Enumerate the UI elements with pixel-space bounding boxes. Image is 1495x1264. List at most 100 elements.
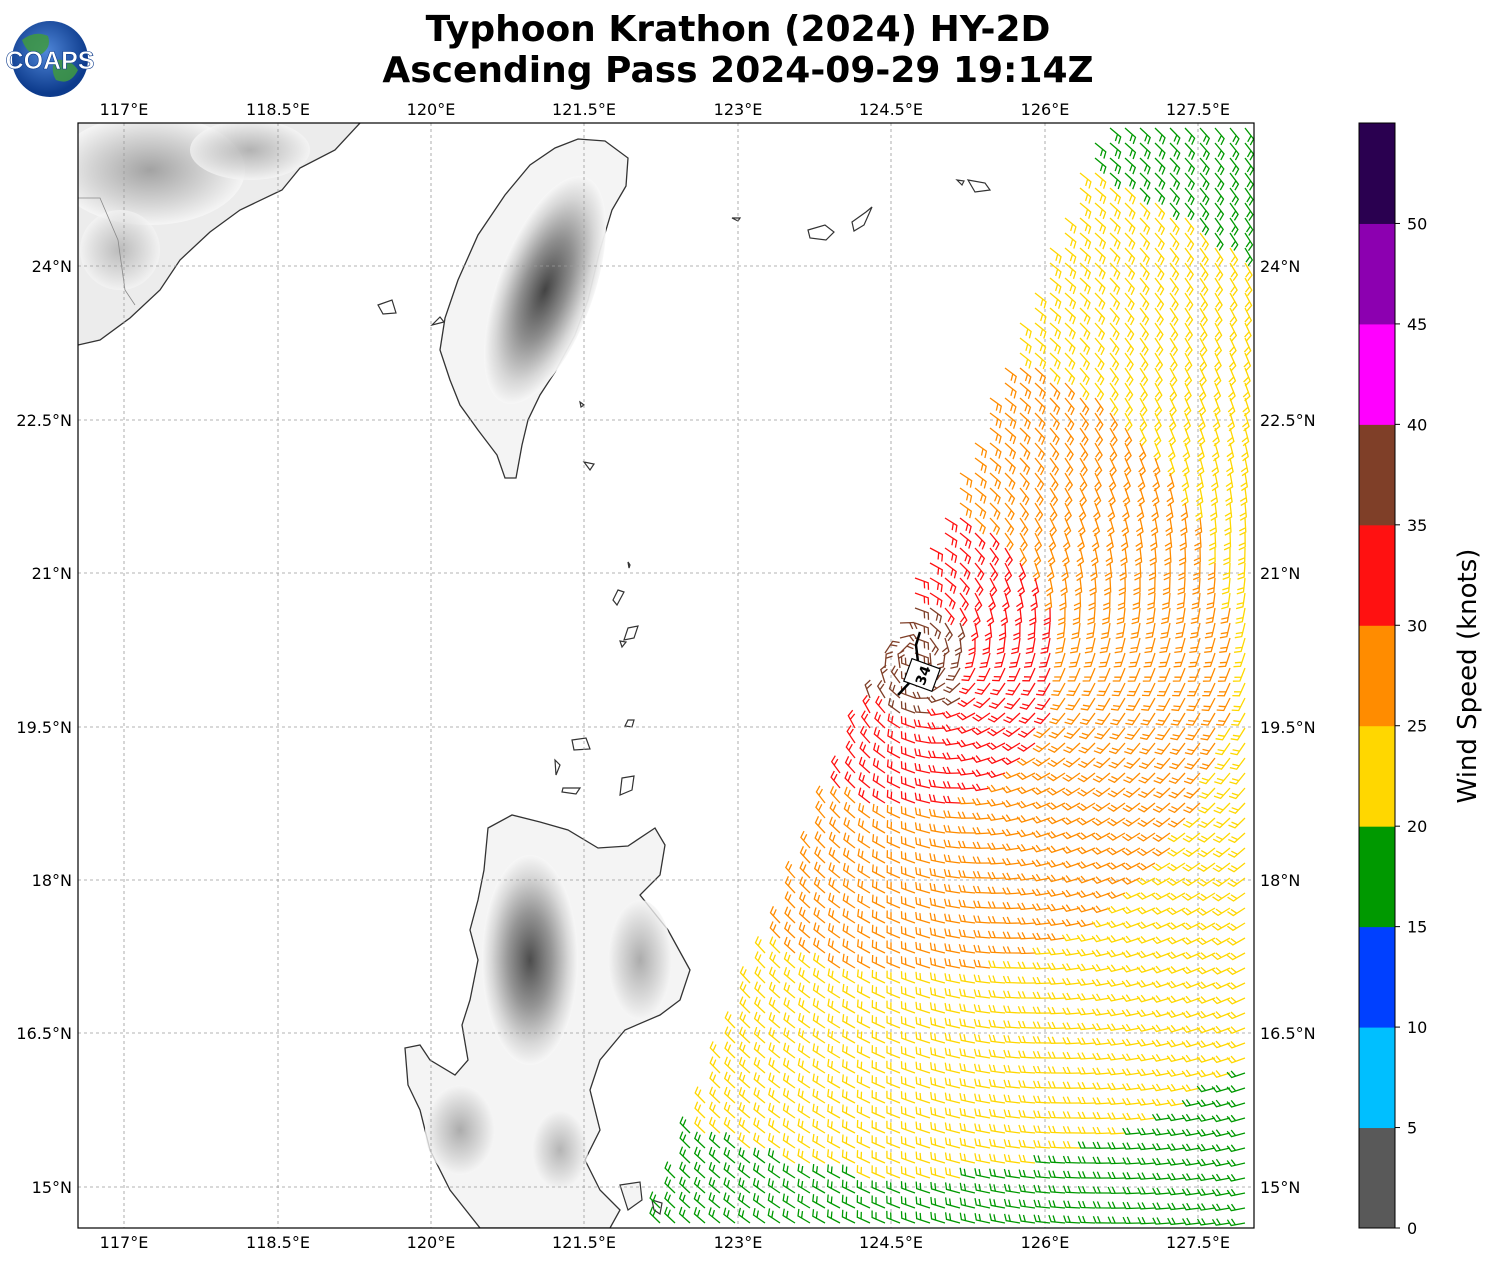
wind-barb [754, 951, 766, 969]
wind-barb [753, 1026, 766, 1044]
wind-barb [1154, 352, 1164, 371]
wind-barb [1079, 232, 1092, 250]
wind-barb [1226, 967, 1246, 976]
wind-barb [1122, 802, 1141, 813]
wind-barb [856, 1150, 871, 1164]
wind-barb [974, 1138, 991, 1149]
wind-barb [768, 1012, 781, 1029]
wind-barb [815, 785, 826, 804]
wind-barb [886, 1165, 901, 1179]
wind-barb [944, 1002, 961, 1014]
wind-barb [1169, 742, 1186, 755]
wind-barb [1058, 607, 1066, 626]
wind-barb [1121, 935, 1141, 944]
luzon-island [404, 814, 691, 1228]
wind-barb [1034, 382, 1046, 400]
wind-barb [958, 988, 976, 999]
wind-barb [871, 1165, 886, 1179]
wind-barb [1092, 1097, 1111, 1105]
wind-barb [1211, 1099, 1231, 1108]
wind-barb [812, 1194, 826, 1209]
wind-barb [899, 642, 917, 654]
wind-barb [957, 811, 976, 819]
wind-barb [1018, 1184, 1036, 1194]
wind-barb [971, 755, 991, 763]
wind-barb [959, 1197, 976, 1209]
wind-barb [813, 907, 826, 924]
wind-barb [1157, 667, 1171, 682]
wind-barb [1137, 847, 1156, 857]
wind-barb [1079, 277, 1091, 295]
wind-barb [1077, 1096, 1096, 1105]
colorbar-segment [1359, 1027, 1395, 1129]
wind-barb [1135, 517, 1144, 537]
wind-barb [1214, 187, 1225, 206]
wind-barb [944, 517, 958, 533]
wind-barb [857, 954, 871, 969]
wind-barb [723, 1192, 736, 1209]
lon-tick-top: 127.5°E [1166, 100, 1230, 119]
wind-barb [1226, 1099, 1246, 1108]
wind-barb [886, 850, 901, 864]
wind-barb [1091, 1008, 1111, 1016]
wind-barb [1124, 382, 1134, 401]
wind-barb [1031, 873, 1051, 882]
wind-barb [1001, 799, 1021, 808]
wind-barb [900, 911, 916, 924]
wind-barb [739, 1026, 751, 1044]
wind-barb [1128, 652, 1141, 668]
wind-barb [1124, 292, 1135, 311]
wind-barb [1122, 832, 1141, 842]
wind-barb [888, 681, 901, 699]
wind-barb [1092, 787, 1111, 798]
wind-barb [944, 1182, 961, 1194]
wind-barb [961, 667, 976, 682]
wind-barb [1199, 742, 1216, 756]
wind-barb [1124, 367, 1134, 386]
wind-barb [1049, 292, 1062, 309]
wind-barb [1240, 472, 1249, 492]
wind-barb [914, 777, 931, 789]
wind-barb [1109, 442, 1118, 462]
wind-barb [1124, 337, 1135, 356]
wind-barb [1214, 337, 1223, 357]
wind-barb [739, 1011, 751, 1029]
wind-barb [1079, 457, 1088, 477]
figure-title-line2: Ascending Pass 2024-09-29 19:14Z [382, 50, 1093, 91]
wind-barb [1136, 1068, 1156, 1077]
wind-barb [994, 652, 1006, 669]
wind-barb [871, 1015, 886, 1029]
wind-barb [1237, 547, 1246, 566]
wind-barb [1017, 1020, 1036, 1029]
wind-barb [942, 781, 961, 789]
wind-barb [1106, 935, 1126, 943]
wind-barb [1139, 727, 1156, 741]
wind-barb [1214, 277, 1224, 296]
wind-barb [798, 967, 811, 984]
wind-barb [886, 865, 901, 879]
wind-barb [1227, 847, 1246, 858]
wind-barb [1229, 277, 1238, 297]
wind-barb [1244, 262, 1253, 282]
wind-barb [989, 547, 1000, 566]
wind-barb [1199, 337, 1208, 357]
wind-barb [1183, 802, 1201, 814]
wind-barb [1001, 785, 1021, 794]
wind-barb [956, 726, 976, 734]
wind-barb [1177, 577, 1186, 595]
wind-barb [1211, 1218, 1231, 1226]
wind-barb [886, 1015, 901, 1029]
lat-tick-right: 18°N [1260, 871, 1300, 890]
wind-barb [1064, 322, 1076, 340]
wind-barb [797, 1073, 811, 1089]
wind-barb [1109, 157, 1122, 175]
wind-barb [1132, 592, 1141, 610]
wind-barb [1062, 1126, 1081, 1134]
wind-barb [1106, 993, 1126, 1002]
wind-barb [1003, 1139, 1021, 1149]
wind-barb [738, 1117, 751, 1134]
wind-barb [829, 816, 841, 834]
wind-barb [959, 1033, 976, 1044]
wind-barb [1063, 517, 1072, 537]
wind-barb [1090, 547, 1099, 567]
